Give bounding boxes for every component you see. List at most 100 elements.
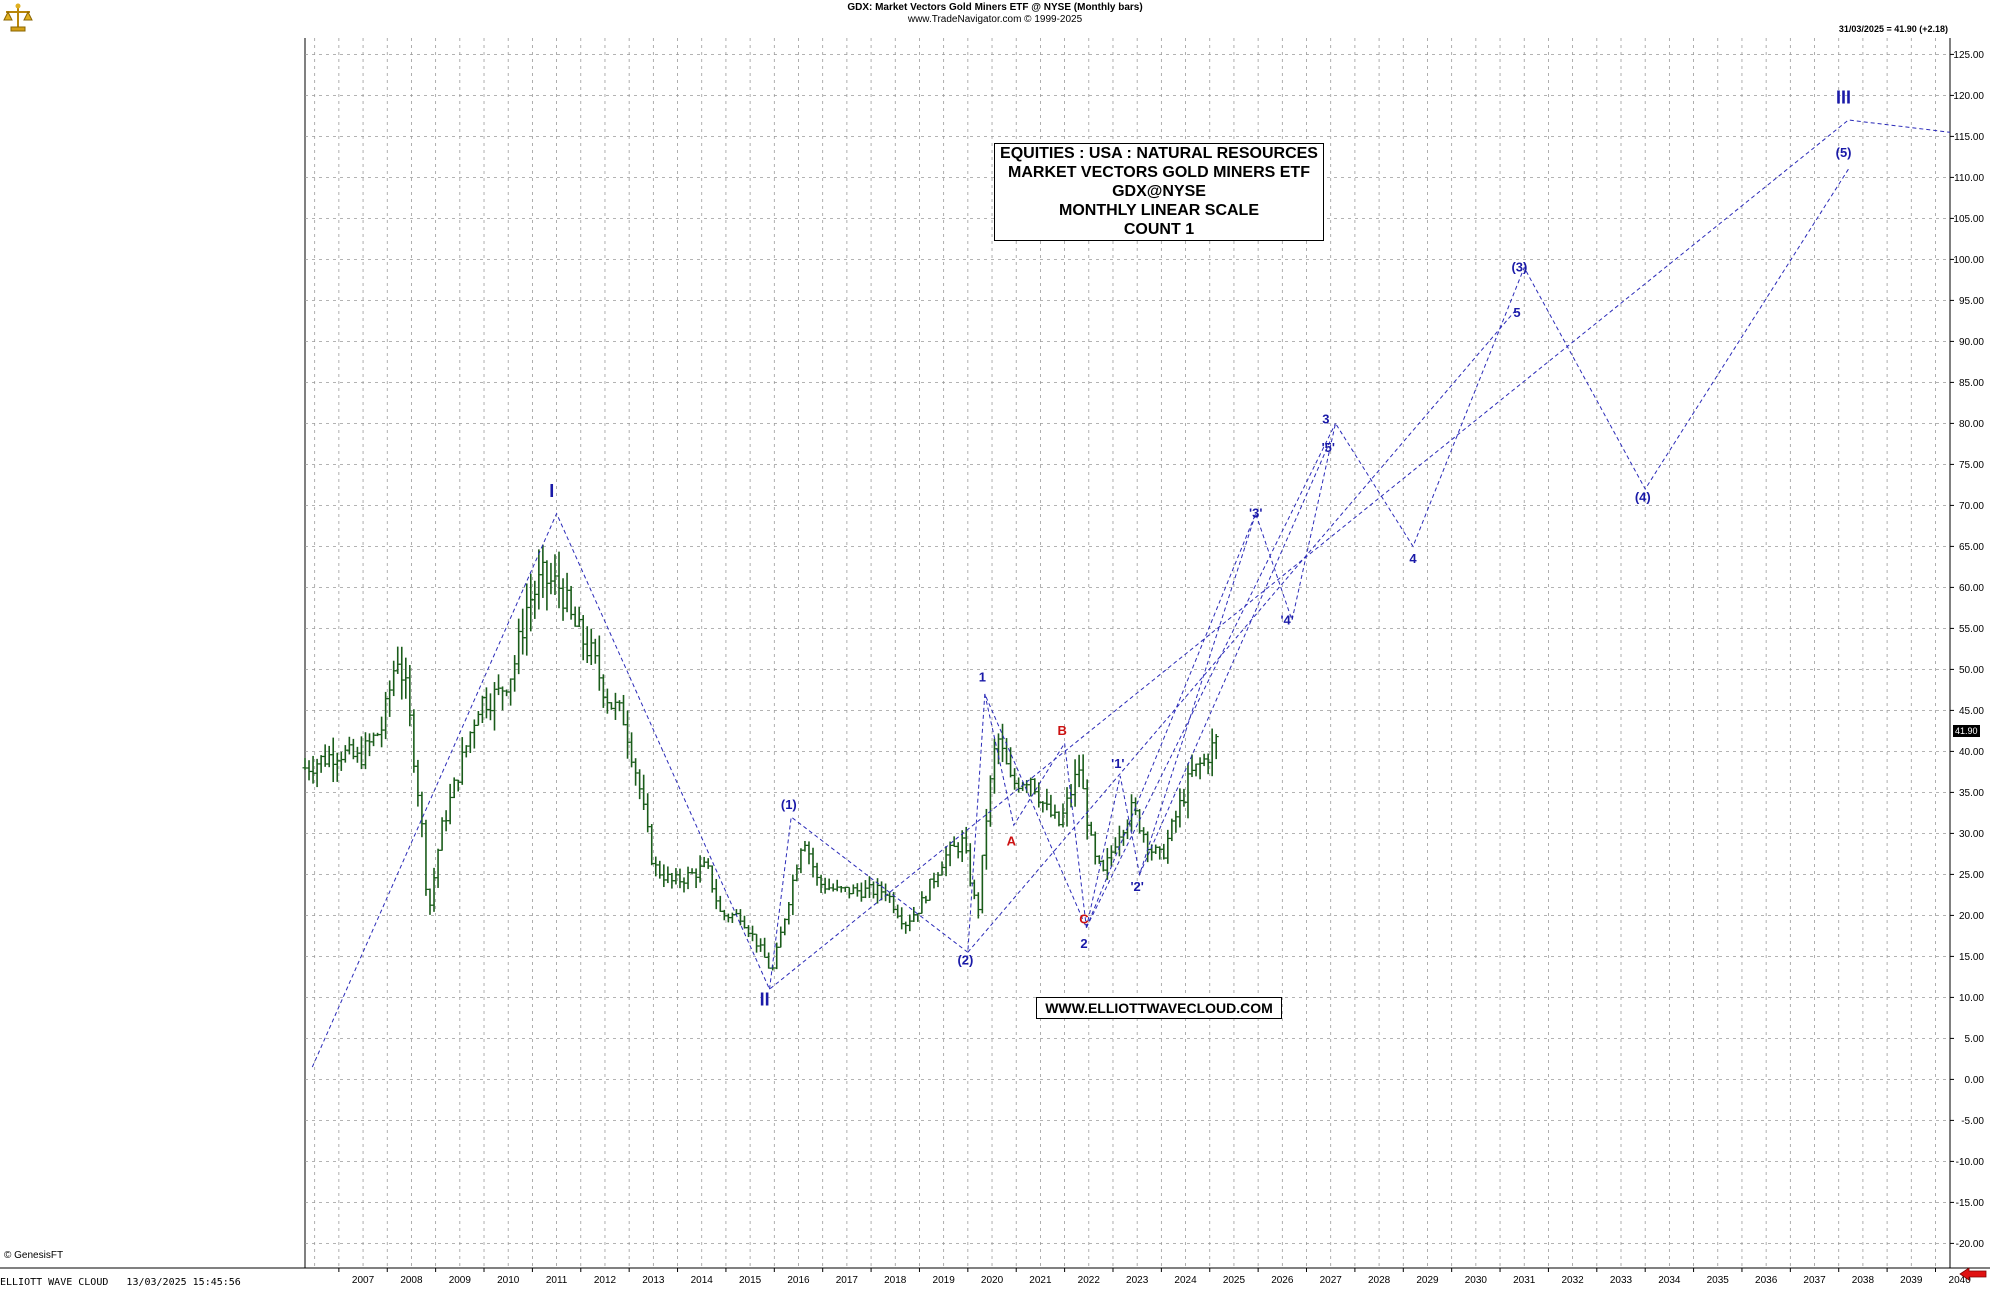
genesis-credit: © GenesisFT — [4, 1250, 64, 1261]
y-tick-label: 90.00 — [1959, 337, 1984, 348]
wave-projection-line — [311, 119, 1951, 1068]
wave-label: '5' — [1322, 440, 1335, 455]
chart-subtitle: www.TradeNavigator.com © 1999-2025 — [907, 14, 1083, 25]
x-tick-label: 2032 — [1561, 1275, 1584, 1286]
wave-label: (3) — [1511, 260, 1527, 275]
y-tick-label: 95.00 — [1959, 296, 1984, 307]
y-tick-label: 80.00 — [1959, 419, 1984, 430]
x-tick-label: 2021 — [1029, 1275, 1052, 1286]
x-tick-label: 2027 — [1320, 1275, 1343, 1286]
wave-label: '1' — [1111, 756, 1124, 771]
y-tick-label: 50.00 — [1959, 665, 1984, 676]
x-tick-label: 2012 — [594, 1275, 617, 1286]
y-tick-label: 125.00 — [1953, 50, 1984, 61]
x-tick-label: 2020 — [981, 1275, 1004, 1286]
x-tick-label: 2018 — [884, 1275, 907, 1286]
chart-title: GDX: Market Vectors Gold Miners ETF @ NY… — [847, 2, 1143, 13]
y-tick-label: 15.00 — [1959, 952, 1984, 963]
gold-scale-logo-icon — [2, 2, 34, 34]
y-tick-label: 30.00 — [1959, 829, 1984, 840]
x-tick-label: 2025 — [1223, 1275, 1246, 1286]
wave-label: '4' — [1280, 612, 1293, 627]
last-quote-readout: 31/03/2025 = 41.90 (+2.18) — [1838, 24, 1948, 34]
x-tick-label: 2023 — [1126, 1275, 1149, 1286]
wave-label: B — [1057, 723, 1066, 738]
y-tick-label: 110.00 — [1954, 173, 1984, 184]
x-tick-label: 2034 — [1658, 1275, 1681, 1286]
y-tick-label: 20.00 — [1959, 911, 1984, 922]
current-price-badge: 41.90 — [1953, 725, 1980, 737]
y-tick-label: 25.00 — [1959, 870, 1984, 881]
x-tick-label: 2011 — [546, 1275, 568, 1286]
info-count: COUNT 1 — [1123, 221, 1195, 238]
wave-label: 2 — [1080, 936, 1087, 951]
x-tick-label: 2031 — [1513, 1275, 1536, 1286]
wave-label: '3' — [1249, 506, 1262, 521]
y-tick-label: 0.00 — [1965, 1075, 1985, 1086]
red-arrow-left-icon[interactable] — [1959, 1267, 1987, 1281]
y-tick-label: 5.00 — [1965, 1034, 1985, 1045]
wave-projection-line — [967, 308, 1518, 953]
x-tick-label: 2017 — [836, 1275, 859, 1286]
wave-projection-line — [1085, 513, 1257, 928]
y-tick-label: -15.00 — [1956, 1198, 1985, 1209]
wave-label: (4) — [1635, 489, 1651, 504]
info-symbol: GDX@NYSE — [1112, 183, 1206, 200]
x-tick-label: 2028 — [1368, 1275, 1391, 1286]
wave-label: (5) — [1836, 145, 1852, 160]
x-tick-label: 2014 — [691, 1275, 714, 1286]
y-tick-label: 65.00 — [1959, 542, 1984, 553]
wave-label: (1) — [781, 797, 797, 812]
info-name: MARKET VECTORS GOLD MINERS ETF — [1008, 164, 1310, 181]
info-box: EQUITIES : USA : NATURAL RESOURCES MARKE… — [994, 143, 1324, 241]
wave-label: 4 — [1409, 551, 1417, 566]
wave-label: I — [549, 481, 554, 501]
x-tick-label: 2037 — [1803, 1275, 1826, 1286]
wave-label: 1 — [979, 670, 986, 685]
y-tick-label: 45.00 — [1959, 706, 1984, 717]
x-tick-label: 2022 — [1078, 1275, 1101, 1286]
y-tick-label: 55.00 — [1959, 624, 1984, 635]
x-tick-label: 2013 — [642, 1275, 665, 1286]
wave-label: 5 — [1513, 305, 1520, 320]
x-tick-label: 2008 — [400, 1275, 423, 1286]
wave-projection-line — [984, 693, 1087, 928]
x-tick-label: 2030 — [1465, 1275, 1488, 1286]
y-tick-label: 75.00 — [1959, 460, 1984, 471]
y-tick-label: 120.00 — [1953, 91, 1984, 102]
wave-label: A — [1007, 834, 1017, 849]
y-tick-label: 40.00 — [1959, 747, 1984, 758]
y-tick-label: 115.00 — [1954, 132, 1984, 143]
y-tick-label: -20.00 — [1956, 1239, 1985, 1250]
x-tick-label: 2007 — [352, 1275, 375, 1286]
x-tick-label: 2024 — [1174, 1275, 1197, 1286]
footer-stamp: ELLIOTT WAVE CLOUD 13/03/2025 15:45:56 — [0, 1277, 241, 1288]
info-sector: EQUITIES : USA : NATURAL RESOURCES — [1000, 145, 1318, 162]
y-tick-label: -5.00 — [1961, 1116, 1984, 1127]
wave-projection-line — [1085, 423, 1336, 928]
wave-projection-line — [1139, 439, 1332, 875]
wave-label: 3 — [1322, 411, 1329, 426]
x-tick-label: 2033 — [1610, 1275, 1633, 1286]
info-scale: MONTHLY LINEAR SCALE — [1058, 202, 1259, 219]
y-tick-label: 10.00 — [1959, 993, 1984, 1004]
x-tick-label: 2019 — [933, 1275, 956, 1286]
x-tick-label: 2009 — [449, 1275, 472, 1286]
y-tick-label: 85.00 — [1959, 378, 1984, 389]
x-tick-label: 2035 — [1707, 1275, 1730, 1286]
y-tick-label: 70.00 — [1959, 501, 1984, 512]
y-tick-label: 60.00 — [1959, 583, 1984, 594]
x-tick-label: 2015 — [739, 1275, 762, 1286]
x-tick-label: 2026 — [1271, 1275, 1294, 1286]
x-tick-label: 2040 — [1949, 1275, 1972, 1286]
x-tick-label: 2036 — [1755, 1275, 1778, 1286]
wave-label: II — [760, 990, 770, 1010]
wave-projection-line — [769, 168, 1849, 990]
y-tick-label: 105.00 — [1953, 214, 1984, 225]
y-tick-label: -10.00 — [1956, 1157, 1985, 1168]
website-label: WWW.ELLIOTTWAVECLOUD.COM — [1036, 997, 1282, 1019]
wave-label: (2) — [957, 953, 973, 968]
x-tick-label: 2029 — [1416, 1275, 1439, 1286]
y-tick-label: 35.00 — [1959, 788, 1984, 799]
x-tick-label: 2038 — [1852, 1275, 1875, 1286]
